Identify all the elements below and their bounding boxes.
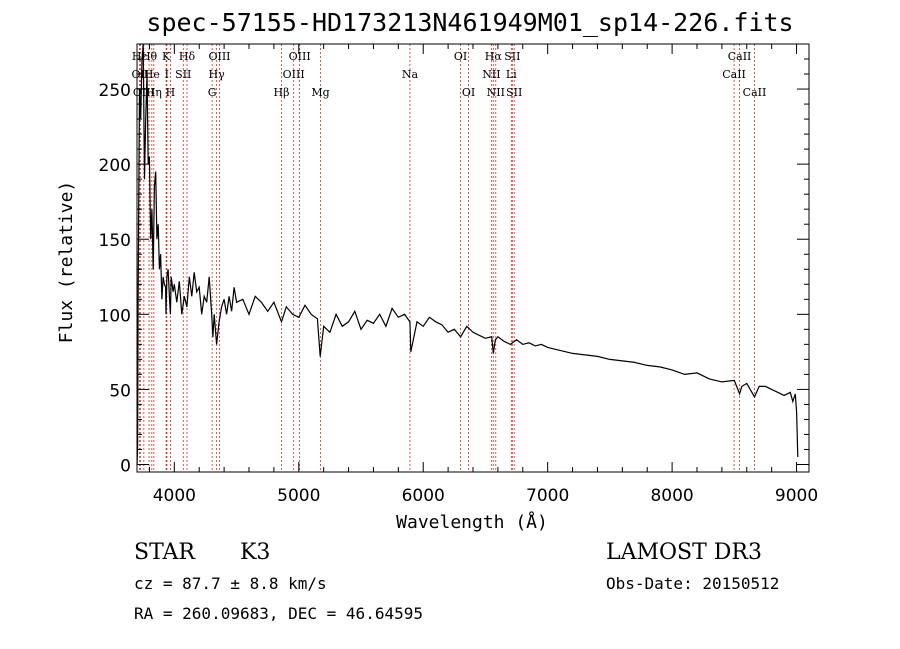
x-axis-label: Wavelength (Å) xyxy=(396,511,548,533)
spectral-line-label: OII xyxy=(132,68,150,81)
spectral-line-label: Na xyxy=(402,68,419,81)
line-labels: Hε OII OIII Hθ He Hη KI SII H Hδ OIII Hγ G Hβ OIII OIII… xyxy=(132,50,767,99)
spectral-line-label: He xyxy=(144,68,160,81)
spectral-line-label: OIII xyxy=(283,68,305,81)
spectral-line-label: K xyxy=(162,50,171,63)
spectral-line-label: CaII xyxy=(722,68,746,81)
spectral-line-label: H xyxy=(166,86,176,99)
survey-name: LAMOST DR3 xyxy=(606,540,762,565)
y-axis-label: Flux (relative) xyxy=(56,181,77,344)
spectral-line-label: OI xyxy=(454,50,467,63)
x-tick-label: 6000 xyxy=(402,486,445,506)
spectral-line-label: OIII xyxy=(289,50,311,63)
spectral-line-label: SII xyxy=(175,68,191,81)
y-tick-label: 50 xyxy=(109,381,131,401)
spectral-line-label: Mg xyxy=(311,86,329,99)
plot-frame xyxy=(136,43,810,473)
y-tick-label: 150 xyxy=(99,231,131,251)
spectral-line-label: Hε xyxy=(132,50,148,63)
spectral-line-label: OI xyxy=(462,86,475,99)
y-tick-label: 0 xyxy=(120,456,131,476)
x-tick-label: 4000 xyxy=(153,486,196,506)
observation-date: Obs-Date: 20150512 xyxy=(606,574,780,593)
spectral-line-label: NII xyxy=(482,68,500,81)
chart-title: spec-57155-HD173213N461949M01_sp14-226.f… xyxy=(146,8,794,37)
spectral-line-label: Hθ xyxy=(141,50,158,63)
x-tick-label: 9000 xyxy=(775,486,818,506)
spectral-line-label: Li xyxy=(506,68,517,81)
coordinates: RA = 260.09683, DEC = 46.64595 xyxy=(134,604,423,623)
x-tick-label: 5000 xyxy=(277,486,320,506)
spectral-line-label: Hδ xyxy=(179,50,196,63)
spectral-line-label: CaII xyxy=(743,86,767,99)
spectral-line-label: Hη xyxy=(146,86,162,99)
spectral-line-label: I xyxy=(165,68,169,81)
flux-series-line xyxy=(136,43,799,465)
y-tick-label: 250 xyxy=(99,81,131,101)
spectral-line-label: OIII xyxy=(208,50,230,63)
spectral-line-markers xyxy=(139,44,755,472)
subclass: K3 xyxy=(240,540,271,565)
spectral-line-label: OIII xyxy=(133,86,155,99)
spectral-line-label: SII xyxy=(506,86,522,99)
spectral-line-label: SII xyxy=(504,50,520,63)
spectral-line-label: G xyxy=(208,86,217,99)
spectral-line-label: NII xyxy=(487,86,505,99)
x-tick-label: 7000 xyxy=(526,486,569,506)
spectral-line-label: Hγ xyxy=(209,68,226,81)
redshift-cz: cz = 87.7 ± 8.8 km/s xyxy=(134,574,327,593)
y-tick-label: 100 xyxy=(99,306,131,326)
object-class: STAR xyxy=(134,540,195,565)
x-tick-label: 8000 xyxy=(650,486,693,506)
y-tick-label: 200 xyxy=(99,156,131,176)
spectral-line-label: Hα xyxy=(485,50,503,63)
spectral-line-label: CaII xyxy=(728,50,752,63)
spectral-line-label: Hβ xyxy=(274,86,290,99)
axis-ticks: 4000 5000 6000 7000 8000 9000 0 50 100 150 200 250 xyxy=(99,44,818,506)
